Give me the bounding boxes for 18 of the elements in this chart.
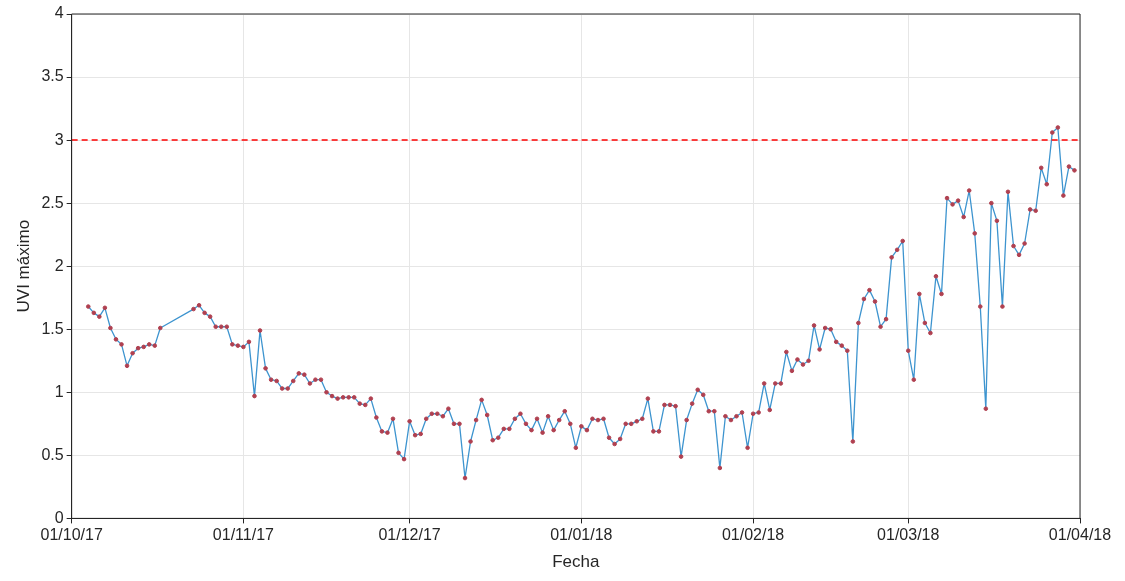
y-tick-label: 1 xyxy=(54,382,64,400)
x-tick-label: 01/01/18 xyxy=(550,526,613,544)
x-tick-label: 01/12/17 xyxy=(378,526,441,544)
y-tick-label: 1.5 xyxy=(41,319,64,337)
y-tick-label: 3.5 xyxy=(41,67,64,85)
x-tick-label: 01/10/17 xyxy=(40,526,103,544)
x-tick-label: 01/11/17 xyxy=(212,526,275,544)
x-tick-label: 01/04/18 xyxy=(1048,526,1112,544)
y-tick-label: 4 xyxy=(54,4,64,22)
y-tick-label: 2 xyxy=(54,256,64,274)
y-axis-title: UVI máximo xyxy=(13,219,33,313)
x-tick-label: 01/02/18 xyxy=(721,526,785,544)
y-tick-label: 2.5 xyxy=(41,193,64,211)
y-tick-label: 0 xyxy=(54,508,64,526)
y-tick-label: 3 xyxy=(54,130,64,148)
x-axis-title: Fecha xyxy=(552,552,600,572)
x-tick-label: 01/03/18 xyxy=(877,526,940,544)
y-tick-label: 0.5 xyxy=(41,445,64,463)
